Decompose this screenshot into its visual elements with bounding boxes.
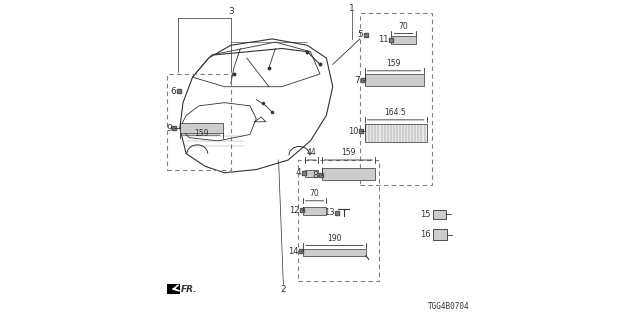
Text: 164.5: 164.5 [385,108,406,117]
Text: 9: 9 [166,124,172,132]
Text: 159: 159 [194,129,209,138]
Text: 190: 190 [327,234,342,243]
Text: 159: 159 [387,59,401,68]
Polygon shape [167,284,180,294]
Text: 12: 12 [289,206,300,215]
Text: 10: 10 [348,127,358,136]
Text: 5: 5 [357,30,363,39]
Bar [321,168,375,180]
Text: 14: 14 [288,247,298,256]
Text: 1: 1 [349,4,355,13]
Text: FR.: FR. [181,285,198,294]
Text: 70: 70 [399,22,408,31]
Text: 15: 15 [420,210,431,219]
Text: 159: 159 [341,148,356,157]
Bar [433,210,446,219]
Bar [305,170,318,177]
Bar [433,229,447,240]
Text: 6: 6 [170,87,176,96]
Text: 70: 70 [310,189,319,198]
Text: 7: 7 [355,76,360,85]
Text: 4: 4 [296,168,301,177]
Bar [180,123,223,133]
Bar [392,36,415,44]
Text: 11: 11 [378,35,388,44]
Text: 44: 44 [307,148,316,157]
Bar [303,249,366,256]
Text: 13: 13 [324,208,334,217]
Bar [303,206,326,215]
Bar [365,124,427,142]
Text: 8: 8 [313,171,319,180]
Text: 3: 3 [228,7,234,16]
Text: 16: 16 [420,230,431,239]
Bar [365,74,424,86]
Text: 2: 2 [280,284,286,293]
Text: TGG4B0704: TGG4B0704 [428,302,470,311]
